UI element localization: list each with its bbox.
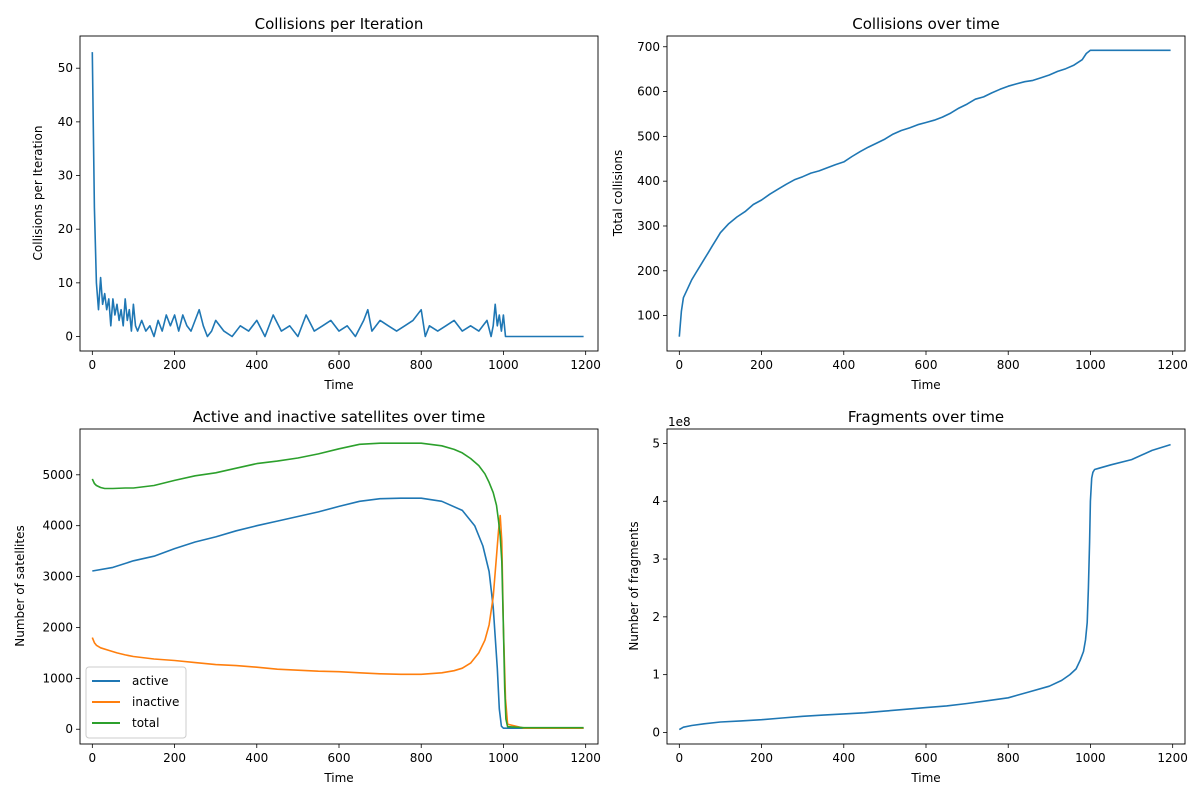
series-layer xyxy=(678,443,1171,731)
series-layer xyxy=(91,442,584,730)
chart-title: Fragments over time xyxy=(848,408,1004,426)
x-tick-label: 400 xyxy=(245,751,268,765)
y-tick-label: 20 xyxy=(58,222,73,236)
chart-active-inactive-satellites: Active and inactive satellites over time… xyxy=(13,408,601,785)
y-tick-label: 2 xyxy=(652,610,660,624)
chart-collisions-over-time: Collisions over time Time Total collisio… xyxy=(611,15,1188,392)
x-tick-label: 1000 xyxy=(1075,751,1106,765)
x-tick-label: 1000 xyxy=(1075,358,1106,372)
x-tick-label: 200 xyxy=(750,358,773,372)
x-tick-label: 400 xyxy=(832,751,855,765)
y-tick-label: 0 xyxy=(65,722,73,736)
legend-label-total: total xyxy=(132,716,159,730)
x-axis-label: Time xyxy=(910,771,940,785)
series-line-active xyxy=(92,497,584,730)
legend-label-inactive: inactive xyxy=(132,695,179,709)
chart-fragments-over-time: Fragments over time Time Number of fragm… xyxy=(627,408,1188,785)
x-tick-label: 1200 xyxy=(570,358,601,372)
legend: active inactive total xyxy=(85,666,187,739)
x-tick-label: 400 xyxy=(832,358,855,372)
y-tick-label: 500 xyxy=(637,129,660,143)
x-tick-label: 800 xyxy=(410,751,433,765)
x-tick-label: 1200 xyxy=(1157,358,1188,372)
y-axis-label: Collisions per Iteration xyxy=(31,126,45,261)
y-tick-label: 1000 xyxy=(42,671,73,685)
x-tick-label: 0 xyxy=(89,751,97,765)
legend-box xyxy=(85,666,187,739)
y-tick-label: 2000 xyxy=(42,620,73,634)
chart-title: Collisions over time xyxy=(852,15,1000,33)
x-tick-label: 200 xyxy=(163,358,186,372)
legend-label-active: active xyxy=(132,674,168,688)
y-tick-label: 5000 xyxy=(42,468,73,482)
series-line-0 xyxy=(91,52,584,338)
x-tick-label: 600 xyxy=(915,751,938,765)
x-tick-label: 600 xyxy=(328,358,351,372)
series-line-0 xyxy=(678,443,1171,731)
y-tick-label: 3 xyxy=(652,552,660,566)
x-tick-label: 1000 xyxy=(488,358,519,372)
x-tick-label: 1000 xyxy=(488,751,519,765)
x-tick-label: 600 xyxy=(328,751,351,765)
y-tick-label: 400 xyxy=(637,174,660,188)
y-tick-label: 30 xyxy=(58,169,73,183)
y-axis-label: Number of fragments xyxy=(627,521,641,650)
y-tick-label: 10 xyxy=(58,276,73,290)
y-tick-label: 200 xyxy=(637,264,660,278)
x-axis-label: Time xyxy=(323,771,353,785)
y-tick-label: 4 xyxy=(652,494,660,508)
y-tick-label: 600 xyxy=(637,85,660,99)
y-tick-label: 0 xyxy=(652,725,660,739)
y-axis-label: Number of satellites xyxy=(13,525,27,646)
x-tick-label: 0 xyxy=(676,751,684,765)
x-tick-label: 200 xyxy=(750,751,773,765)
y-tick-label: 100 xyxy=(637,309,660,323)
x-tick-label: 800 xyxy=(997,751,1020,765)
y-tick-label: 3000 xyxy=(42,570,73,584)
y-tick-label: 700 xyxy=(637,40,660,54)
y-tick-label: 300 xyxy=(637,219,660,233)
x-tick-label: 800 xyxy=(997,358,1020,372)
x-tick-label: 0 xyxy=(676,358,684,372)
y-tick-label: 40 xyxy=(58,115,73,129)
x-tick-label: 800 xyxy=(410,358,433,372)
series-layer xyxy=(678,49,1171,337)
x-axis-label: Time xyxy=(323,378,353,392)
series-line-0 xyxy=(678,49,1171,337)
y-axis-offset-label: 1e8 xyxy=(668,415,691,429)
y-tick-label: 1 xyxy=(652,668,660,682)
chart-collisions-per-iteration: Collisions per Iteration Time Collisions… xyxy=(31,15,601,392)
chart-title: Active and inactive satellites over time xyxy=(193,408,486,426)
x-axis-label: Time xyxy=(910,378,940,392)
x-tick-label: 0 xyxy=(89,358,97,372)
series-line-total xyxy=(91,442,584,729)
x-tick-label: 600 xyxy=(915,358,938,372)
y-tick-label: 5 xyxy=(652,436,660,450)
x-tick-label: 1200 xyxy=(570,751,601,765)
series-layer xyxy=(91,52,584,338)
x-tick-label: 1200 xyxy=(1157,751,1188,765)
y-tick-label: 4000 xyxy=(42,519,73,533)
y-tick-label: 50 xyxy=(58,61,73,75)
x-tick-label: 400 xyxy=(245,358,268,372)
chart-title: Collisions per Iteration xyxy=(255,15,424,33)
x-tick-label: 200 xyxy=(163,751,186,765)
y-axis-label: Total collisions xyxy=(611,150,625,238)
y-tick-label: 0 xyxy=(65,330,73,344)
